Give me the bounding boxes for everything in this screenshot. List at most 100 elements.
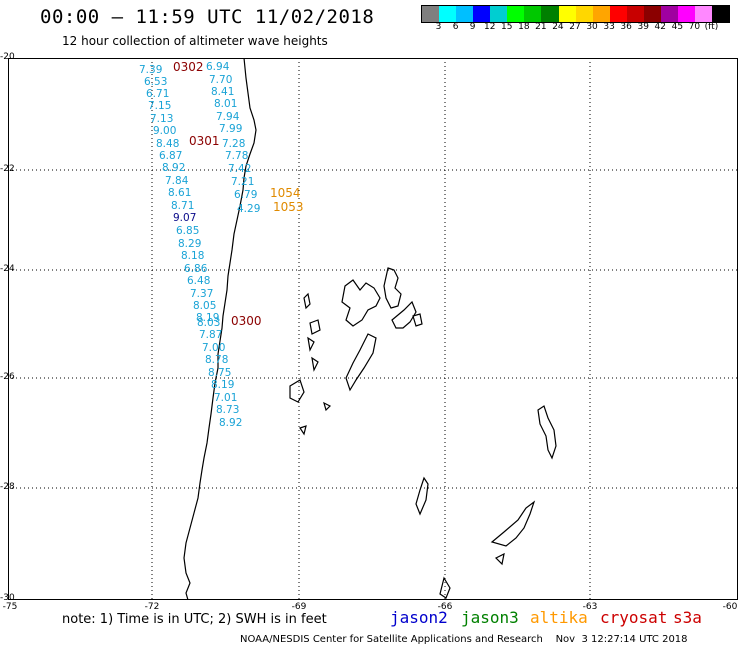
map-subtitle: 12 hour collection of altimeter wave hei… xyxy=(62,34,328,48)
wave-height-value: 8.48 xyxy=(156,138,179,150)
land-outline-6 xyxy=(309,319,321,335)
lat-label-20: -20 xyxy=(0,52,15,62)
land-outline-1 xyxy=(341,279,381,327)
wave-height-value: 8.73 xyxy=(216,404,239,416)
colorbar-label: 30 xyxy=(586,22,598,32)
lon-label-63: -63 xyxy=(582,602,598,612)
wave-height-value: 8.05 xyxy=(193,300,216,312)
wave-height-value: 7.37 xyxy=(190,288,213,300)
wave-height-value: 6.86 xyxy=(184,263,208,275)
wave-height-value: 8.41 xyxy=(211,86,234,98)
colorbar-swatch xyxy=(490,6,508,22)
wave-height-value: 7.42 xyxy=(228,163,251,175)
colorbar-label: 3 xyxy=(435,22,442,32)
land-outline-16 xyxy=(439,576,451,599)
colorbar-label: 24 xyxy=(552,22,564,32)
colorbar-swatch xyxy=(660,6,678,22)
colorbar-label: 33 xyxy=(603,22,615,32)
colorbar-label: (ft) xyxy=(704,22,719,32)
wave-height-value: 9.00 xyxy=(153,125,176,137)
wave-height-value: 7.70 xyxy=(209,74,232,86)
colorbar-label: 12 xyxy=(483,22,496,32)
land-outline-3 xyxy=(391,300,417,329)
wave-height-value: 8.92 xyxy=(162,162,185,174)
lon-label-69: -69 xyxy=(291,602,307,612)
colorbar-swatch xyxy=(609,6,627,22)
lon-label-72: -72 xyxy=(144,602,160,612)
land-outline-10 xyxy=(323,401,332,412)
coastline xyxy=(183,58,257,600)
lat-label-30: -30 xyxy=(0,593,15,603)
wave-height-value: 8.61 xyxy=(168,187,191,199)
wave-height-value: 7.39 xyxy=(139,64,162,76)
colorbar-label: 9 xyxy=(469,22,476,32)
wave-height-value: 8.92 xyxy=(219,417,242,429)
colorbar-label: 15 xyxy=(501,22,513,32)
wave-height-value: 4.29 xyxy=(237,203,260,215)
wave-height-value: 7.13 xyxy=(150,113,173,125)
colorbar-label: 70 xyxy=(688,22,701,32)
map-note: note: 1) Time is in UTC; 2) SWH is in fe… xyxy=(62,612,327,627)
wave-height-value: 6.48 xyxy=(187,275,210,287)
map-title: 00:00 – 11:59 UTC 11/02/2018 xyxy=(40,6,375,28)
colorbar-label: 45 xyxy=(671,22,684,32)
wave-height-value: 8.29 xyxy=(178,238,201,250)
wave-height-value: 7.01 xyxy=(214,392,237,404)
colorbar-swatch xyxy=(558,6,576,22)
land-outline-12 xyxy=(412,313,423,327)
wave-height-value: 8.78 xyxy=(205,354,228,366)
wave-height-value: 7.78 xyxy=(225,150,248,162)
wave-height-value: 7.84 xyxy=(165,175,189,187)
land-outline-5 xyxy=(303,292,311,310)
land-outline-11 xyxy=(299,425,307,436)
wave-height-value: 8.01 xyxy=(214,98,237,110)
wave-height-value: 8.75 xyxy=(208,367,231,379)
wave-height-value: 7.15 xyxy=(148,100,171,112)
wave-height-value: 7.99 xyxy=(219,123,242,135)
pass-time-label: 1054 xyxy=(270,186,301,200)
colorbar-label: 27 xyxy=(569,22,581,32)
pass-time-label: 0302 xyxy=(173,60,204,74)
lat-label-28: -28 xyxy=(0,482,15,492)
colorbar-swatch xyxy=(626,6,644,22)
colorbar-swatch xyxy=(643,6,661,22)
land-outline-9 xyxy=(311,356,319,372)
colorbar-swatch xyxy=(695,6,713,22)
lon-label-75: -75 xyxy=(2,602,18,612)
land-outline-14 xyxy=(415,476,429,516)
colorbar-swatch xyxy=(575,6,593,22)
colorbar-swatch xyxy=(473,6,491,22)
lon-label-60: -60 xyxy=(722,602,738,612)
wave-height-value: 8.18 xyxy=(181,250,204,262)
mission-jason2: jason2 xyxy=(390,608,448,627)
altimeter-map: 7.396.536.717.157.139.008.486.878.927.84… xyxy=(8,58,738,600)
colorbar-swatch xyxy=(439,6,457,22)
wave-height-value: 8.03 xyxy=(197,317,220,329)
wave-height-value: 7.87 xyxy=(199,329,222,341)
colorbar-swatch xyxy=(422,6,440,22)
colorbar-label: 18 xyxy=(518,22,530,32)
colorbar-swatch xyxy=(592,6,610,22)
wave-height-value: 7.00 xyxy=(202,342,225,354)
wave-height-colorbar xyxy=(421,5,730,23)
colorbar-label: 42 xyxy=(654,22,666,32)
wave-height-value: 9.07 xyxy=(173,212,196,224)
land-outline-2 xyxy=(383,267,402,309)
wave-height-value: 7.94 xyxy=(216,111,240,123)
colorbar-label: 6 xyxy=(452,22,459,32)
lon-label-66: -66 xyxy=(437,602,453,612)
land-outline-17 xyxy=(494,552,505,566)
wave-height-value: 6.87 xyxy=(159,150,182,162)
colorbar-swatch xyxy=(712,6,730,22)
lat-label-22: -22 xyxy=(0,164,15,174)
map-border xyxy=(8,58,738,600)
mission-cryosat: cryosat xyxy=(600,608,668,627)
pass-time-label: 1053 xyxy=(273,200,304,214)
grid-lines xyxy=(8,58,738,600)
pass-time-label: 0301 xyxy=(189,134,220,148)
colorbar-label: 39 xyxy=(637,22,649,32)
land-outline-13 xyxy=(537,405,557,460)
wave-height-value: 6.85 xyxy=(176,225,199,237)
colorbar-label: 36 xyxy=(620,22,632,32)
track-labels: 7.396.536.717.157.139.008.486.878.927.84… xyxy=(139,60,304,429)
